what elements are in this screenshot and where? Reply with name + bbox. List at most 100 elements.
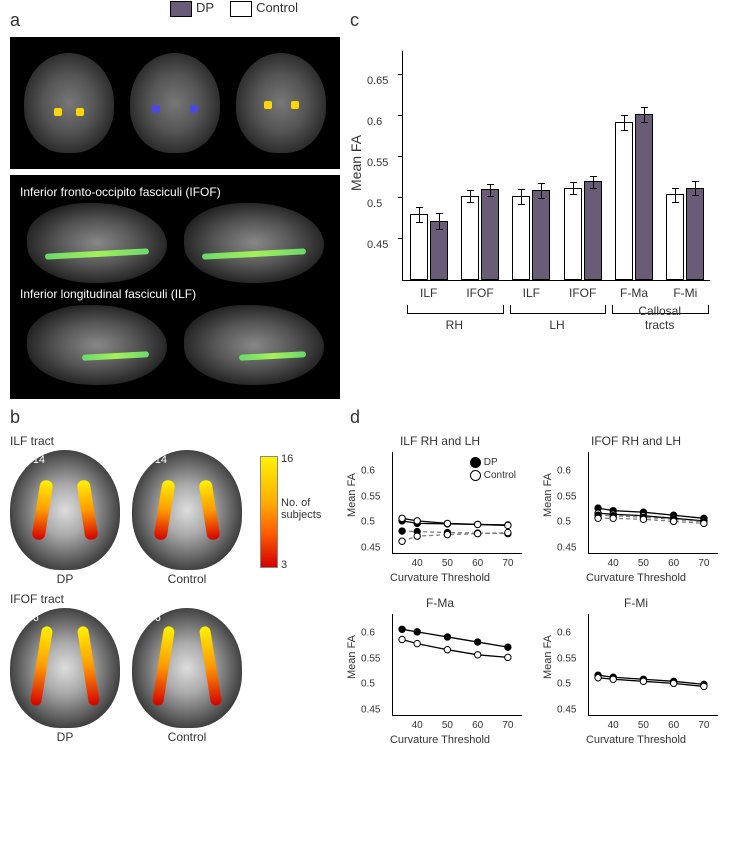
ilf-dp-z: Z=-14 [16,454,45,466]
mini-chart-plot: 0.450.50.550.640506070 [392,614,522,716]
mini-ytick: 0.45 [557,704,576,715]
mini-chart-title: ILF RH and LH [350,434,530,448]
legend-marker-control [470,470,481,481]
ifof-dp-label: DP [10,730,120,744]
bar-control [410,214,428,280]
mini-ytick: 0.55 [361,653,380,664]
bar-chart-ytick: 0.65 [367,75,388,87]
bar-dp [635,114,653,280]
mini-chart-xlabel: Curvature Threshold [350,572,530,584]
colorbar-title: No. of subjects [281,497,331,521]
panel-a-sagittal: Inferior fronto-occipito fasciculi (IFOF… [10,175,340,399]
mini-xtick: 40 [412,720,423,731]
bar-chart-ytick: 0.55 [367,157,388,169]
mini-xtick: 60 [668,558,679,569]
bar-control [564,188,582,280]
mini-xtick: 70 [502,720,513,731]
bar-chart-xtick: IFOF [569,286,596,300]
ilf-ctrl-label: Control [132,572,242,586]
mini-chart-plot: 0.450.50.550.640506070 [588,614,718,716]
panel-d: d ILF RH and LH Mean FA Curvature Threshol… [350,407,749,746]
panel-d-grid: ILF RH and LH Mean FA Curvature Threshold 0… [350,434,730,746]
mini-chart-plot: 0.450.50.550.640506070 [588,452,718,554]
bar-group [461,189,499,280]
legend-swatch-control [230,1,252,17]
ifof-dp-slice: Z=-6 [10,608,120,728]
bar-dp [532,190,550,280]
mini-ytick: 0.6 [557,628,571,639]
panel-b: b ILF tract Z=-14 DP Z=-14 Control 16 No… [10,407,340,746]
mini-chart-ylabel: Mean FA [346,634,358,678]
ilf-dp-label: DP [10,572,120,586]
mini-ytick: 0.5 [557,679,571,690]
mini-chart: IFOF RH and LHMean FACurvature Threshold… [546,434,726,584]
mini-chart-ylabel: Mean FA [542,472,554,516]
mini-xtick: 50 [638,720,649,731]
legend-dp: DP [196,0,214,15]
mini-chart-xlabel: Curvature Threshold [546,572,726,584]
mini-chart-legend: DPControl [470,456,516,482]
mini-ytick: 0.45 [361,542,380,553]
mini-xtick: 40 [608,720,619,731]
panel-c-label: c [350,10,749,31]
ilf-left [27,305,167,385]
bar-group [410,214,448,280]
ilf-dp-slice: Z=-14 [10,450,120,570]
bar-chart-xtick: F-Mi [673,286,697,300]
mini-xtick: 50 [638,558,649,569]
mini-chart-svg [589,452,719,554]
bar-chart-ytick: 0.6 [367,116,382,128]
mini-chart-svg [589,614,719,716]
bar-chart-ylabel: Mean FA [348,135,364,191]
section-label: LH [549,318,564,332]
ilf-control-slice: Z=-14 [132,450,242,570]
panel-a-coronal-row [10,37,340,169]
section-label: RH [446,318,463,332]
mini-chart-plot: 0.450.50.550.640506070DPControl [392,452,522,554]
bar-dp [430,221,448,281]
mini-chart-svg [393,614,523,716]
mini-chart-title: F-Ma [350,596,530,610]
panel-d-label: d [350,407,749,428]
mini-ytick: 0.45 [361,704,380,715]
bar-group [564,181,602,280]
ilf-label: Inferior longitudinal fasciculi (ILF) [20,287,332,301]
section-bracket [510,305,607,314]
bar-chart-ytick: 0.45 [367,239,388,251]
legend-control: Control [256,0,298,15]
mini-xtick: 50 [442,720,453,731]
bar-dp [584,181,602,280]
panel-c-legend: DP Control [170,0,298,17]
mini-chart-ylabel: Mean FA [542,634,554,678]
mini-chart: F-MaMean FACurvature Threshold0.450.50.5… [350,596,530,746]
figure: a Inferior fronto-occipito fasciculi (IF… [10,10,749,746]
bar-chart-plot: 0.450.50.550.60.65ILFIFOFILFIFOFF-MaF-Mi… [402,51,710,281]
mini-xtick: 60 [472,720,483,731]
legend-marker-dp [470,457,481,468]
panel-c: c DP Control Mean FA 0.450.50.550.60.65I… [350,10,749,399]
bar-chart: Mean FA 0.450.50.550.60.65ILFIFOFILFIFOF… [350,41,720,341]
mini-chart: F-MiMean FACurvature Threshold0.450.50.5… [546,596,726,746]
ilf-row: Z=-14 DP Z=-14 Control 16 No. of subject… [10,450,340,586]
mini-ytick: 0.5 [557,517,571,528]
ilf-tract-title: ILF tract [10,434,340,448]
mini-ytick: 0.55 [557,491,576,502]
section-label: Callosal tracts [634,304,684,332]
bar-chart-xtick: IFOF [466,286,493,300]
brain-coronal-3 [236,53,326,153]
colorbar: 16 No. of subjects 3 [260,456,278,568]
ifof-tract-title: IFOF tract [10,592,340,606]
mini-ytick: 0.6 [361,466,375,477]
brain-coronal-2 [130,53,220,153]
bar-chart-ytick: 0.5 [367,198,382,210]
bar-control [615,122,633,280]
mini-ytick: 0.5 [361,517,375,528]
panel-a: a Inferior fronto-occipito fasciculi (IF… [10,10,340,399]
colorbar-top: 16 [281,453,293,465]
ifof-right [184,203,324,283]
colorbar-bot: 3 [281,559,287,571]
bar-group [666,188,704,280]
ifof-control-slice: Z=-6 [132,608,242,728]
mini-xtick: 40 [412,558,423,569]
panel-b-label: b [10,407,340,428]
